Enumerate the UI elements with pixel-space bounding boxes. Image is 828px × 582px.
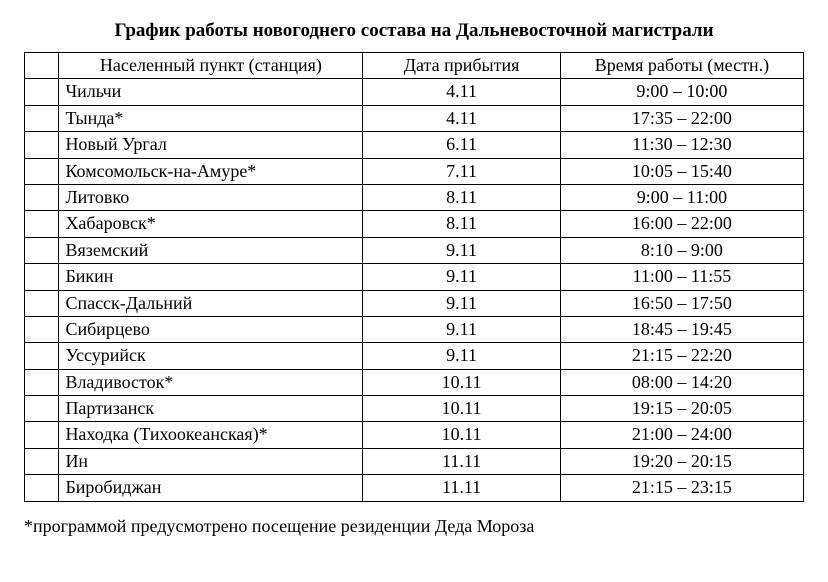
table-row: Партизанск10.1119:15 – 20:05 (25, 396, 804, 422)
cell-date: 4.11 (363, 79, 561, 105)
cell-time: 11:00 – 11:55 (560, 264, 803, 290)
cell-blank (25, 79, 59, 105)
table-row: Бикин9.1111:00 – 11:55 (25, 264, 804, 290)
cell-time: 17:35 – 22:00 (560, 105, 803, 131)
cell-station: Находка (Тихоокеанская)* (59, 422, 363, 448)
header-station: Населенный пункт (станция) (59, 53, 363, 79)
footnote: *программой предусмотрено посещение рези… (24, 516, 804, 537)
cell-station: Владивосток* (59, 369, 363, 395)
table-row: Спасск-Дальний9.1116:50 – 17:50 (25, 290, 804, 316)
cell-blank (25, 105, 59, 131)
cell-date: 9.11 (363, 290, 561, 316)
cell-station: Чильчи (59, 79, 363, 105)
table-row: Ин11.1119:20 – 20:15 (25, 448, 804, 474)
schedule-table: Населенный пункт (станция) Дата прибытия… (24, 52, 804, 502)
cell-blank (25, 184, 59, 210)
cell-station: Партизанск (59, 396, 363, 422)
cell-blank (25, 211, 59, 237)
cell-date: 7.11 (363, 158, 561, 184)
cell-time: 8:10 – 9:00 (560, 237, 803, 263)
table-header-row: Населенный пункт (станция) Дата прибытия… (25, 53, 804, 79)
cell-blank (25, 316, 59, 342)
cell-time: 9:00 – 11:00 (560, 184, 803, 210)
cell-blank (25, 264, 59, 290)
cell-date: 11.11 (363, 475, 561, 501)
cell-blank (25, 448, 59, 474)
table-row: Находка (Тихоокеанская)*10.1121:00 – 24:… (25, 422, 804, 448)
table-row: Владивосток*10.1108:00 – 14:20 (25, 369, 804, 395)
table-row: Комсомольск-на-Амуре*7.1110:05 – 15:40 (25, 158, 804, 184)
cell-date: 4.11 (363, 105, 561, 131)
cell-time: 21:15 – 22:20 (560, 343, 803, 369)
cell-time: 18:45 – 19:45 (560, 316, 803, 342)
cell-blank (25, 237, 59, 263)
page-title: График работы новогоднего состава на Дал… (24, 20, 804, 42)
cell-blank (25, 132, 59, 158)
cell-blank (25, 396, 59, 422)
cell-blank (25, 343, 59, 369)
cell-time: 19:15 – 20:05 (560, 396, 803, 422)
table-row: Биробиджан11.1121:15 – 23:15 (25, 475, 804, 501)
header-blank (25, 53, 59, 79)
cell-station: Биробиджан (59, 475, 363, 501)
table-row: Чильчи4.119:00 – 10:00 (25, 79, 804, 105)
cell-time: 16:00 – 22:00 (560, 211, 803, 237)
cell-date: 9.11 (363, 264, 561, 290)
cell-blank (25, 475, 59, 501)
cell-time: 16:50 – 17:50 (560, 290, 803, 316)
cell-date: 11.11 (363, 448, 561, 474)
cell-blank (25, 369, 59, 395)
cell-date: 9.11 (363, 316, 561, 342)
cell-station: Ин (59, 448, 363, 474)
cell-station: Тында* (59, 105, 363, 131)
cell-date: 9.11 (363, 237, 561, 263)
table-row: Уссурийск9.1121:15 – 22:20 (25, 343, 804, 369)
table-row: Вяземский9.118:10 – 9:00 (25, 237, 804, 263)
cell-station: Новый Ургал (59, 132, 363, 158)
cell-time: 9:00 – 10:00 (560, 79, 803, 105)
table-row: Тында*4.1117:35 – 22:00 (25, 105, 804, 131)
cell-time: 11:30 – 12:30 (560, 132, 803, 158)
cell-station: Вяземский (59, 237, 363, 263)
cell-time: 10:05 – 15:40 (560, 158, 803, 184)
cell-time: 19:20 – 20:15 (560, 448, 803, 474)
cell-blank (25, 290, 59, 316)
cell-date: 10.11 (363, 369, 561, 395)
cell-station: Хабаровск* (59, 211, 363, 237)
cell-date: 8.11 (363, 184, 561, 210)
cell-date: 6.11 (363, 132, 561, 158)
cell-date: 8.11 (363, 211, 561, 237)
cell-date: 10.11 (363, 396, 561, 422)
cell-time: 08:00 – 14:20 (560, 369, 803, 395)
cell-blank (25, 422, 59, 448)
cell-station: Уссурийск (59, 343, 363, 369)
cell-station: Литовко (59, 184, 363, 210)
table-row: Сибирцево9.1118:45 – 19:45 (25, 316, 804, 342)
header-time: Время работы (местн.) (560, 53, 803, 79)
cell-station: Комсомольск-на-Амуре* (59, 158, 363, 184)
header-date: Дата прибытия (363, 53, 561, 79)
cell-blank (25, 158, 59, 184)
cell-time: 21:00 – 24:00 (560, 422, 803, 448)
table-row: Новый Ургал6.1111:30 – 12:30 (25, 132, 804, 158)
table-row: Хабаровск*8.1116:00 – 22:00 (25, 211, 804, 237)
cell-station: Сибирцево (59, 316, 363, 342)
cell-date: 10.11 (363, 422, 561, 448)
cell-time: 21:15 – 23:15 (560, 475, 803, 501)
table-row: Литовко8.119:00 – 11:00 (25, 184, 804, 210)
cell-station: Бикин (59, 264, 363, 290)
cell-station: Спасск-Дальний (59, 290, 363, 316)
cell-date: 9.11 (363, 343, 561, 369)
